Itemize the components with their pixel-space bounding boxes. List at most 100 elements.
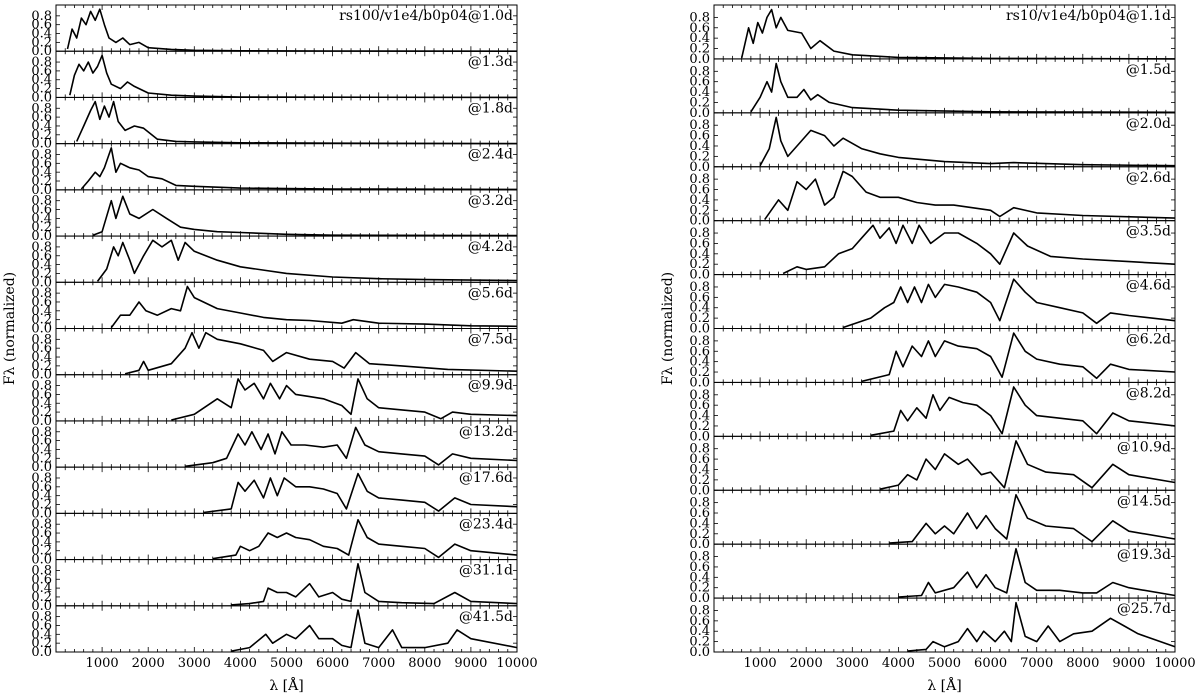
spectrum-panel: 0.00.20.40.60.8 @3.5d bbox=[689, 220, 1176, 283]
y-tick-label: 0.8 bbox=[31, 286, 52, 301]
spectrum-panel: 0.00.20.40.60.8 rs10/v1e4/b0p04@1.1d bbox=[689, 4, 1176, 67]
y-axis-title: Fλ (normalized) bbox=[2, 272, 18, 385]
y-tick-label: 0.2 bbox=[31, 174, 52, 189]
y-tick-label: 0.8 bbox=[689, 442, 710, 457]
x-axis-title: λ [Å] bbox=[269, 676, 303, 694]
spectrum-panel: 0.00.20.40.60.8 @31.1d bbox=[31, 559, 518, 614]
spectrum-line bbox=[110, 285, 518, 329]
x-tick-label: 7000 bbox=[1020, 656, 1053, 671]
epoch-label: @23.4d bbox=[459, 516, 513, 532]
y-tick-label: 0.8 bbox=[689, 550, 710, 565]
y-tick-label: 0.6 bbox=[689, 183, 710, 198]
y-tick-label: 0.4 bbox=[689, 624, 710, 639]
x-tick-label: 6000 bbox=[316, 656, 349, 671]
y-tick-label: 0.6 bbox=[31, 526, 52, 541]
y-tick-label: 0.6 bbox=[689, 236, 710, 251]
spectrum-panel: 0.00.20.40.60.8 @1.8d bbox=[31, 96, 518, 152]
y-tick-label: 0.8 bbox=[31, 332, 52, 347]
spectrum-panel: 0.00.20.40.60.8 @4.2d bbox=[31, 235, 518, 290]
spectrum-panel: 0.00.20.40.60.8 @8.2d bbox=[689, 381, 1176, 444]
y-tick-label: 0.6 bbox=[689, 21, 710, 36]
epoch-label: @41.5d bbox=[459, 609, 513, 625]
spectrum-line bbox=[92, 195, 518, 237]
x-axis-title: λ [Å] bbox=[927, 676, 961, 694]
y-tick-label: 0.8 bbox=[31, 9, 52, 24]
spectrum-line bbox=[203, 472, 518, 514]
y-tick-label: 0.4 bbox=[31, 581, 52, 596]
epoch-label: @17.6d bbox=[459, 470, 513, 486]
panel-frame bbox=[55, 328, 518, 376]
epoch-label: @8.2d bbox=[1126, 385, 1171, 401]
y-tick-label: 0.8 bbox=[31, 240, 52, 255]
y-tick-label: 0.8 bbox=[689, 172, 710, 187]
y-tick-label: 0.2 bbox=[689, 311, 710, 326]
y-tick-label: 0.2 bbox=[689, 95, 710, 110]
epoch-label: @13.2d bbox=[459, 424, 513, 440]
spectrum-line bbox=[75, 100, 518, 145]
y-tick-label: 0.0 bbox=[31, 275, 52, 290]
y-tick-label: 0.2 bbox=[31, 82, 52, 97]
panel-frame bbox=[713, 274, 1176, 330]
spectrum-line bbox=[740, 8, 1176, 60]
spectrum-line bbox=[184, 426, 518, 468]
spectrum-panel: 0.00.20.40.60.8 @2.6d bbox=[689, 166, 1176, 229]
panel-frame bbox=[55, 512, 518, 561]
left-chart-rs100: 0.00.20.40.60.8 rs100/v1e4/b0p04@1.0d0.00… bbox=[2, 4, 538, 694]
y-tick-label: 0.0 bbox=[31, 90, 52, 105]
y-tick-label: 0.8 bbox=[689, 226, 710, 241]
y-tick-label: 0.2 bbox=[689, 581, 710, 596]
y-tick-label: 0.0 bbox=[689, 591, 710, 606]
epoch-label: @25.7d bbox=[1117, 601, 1171, 617]
y-tick-label: 0.2 bbox=[689, 149, 710, 164]
y-tick-label: 0.0 bbox=[689, 429, 710, 444]
x-tick-label: 9000 bbox=[454, 656, 487, 671]
y-tick-label: 0.4 bbox=[31, 211, 52, 226]
epoch-label: @2.0d bbox=[1126, 116, 1171, 132]
spectrum-panel: 0.00.20.40.60.8 @25.7d bbox=[689, 597, 1176, 660]
y-tick-label: 0.8 bbox=[689, 280, 710, 295]
panel-frame bbox=[55, 559, 518, 607]
spectrum-line bbox=[782, 224, 1176, 275]
y-tick-label: 0.8 bbox=[689, 496, 710, 511]
x-tick-label: 4000 bbox=[882, 656, 915, 671]
y-tick-label: 0.2 bbox=[689, 42, 710, 57]
y-tick-label: 0.6 bbox=[31, 64, 52, 79]
y-tick-label: 0.4 bbox=[31, 304, 52, 319]
y-tick-label: 0.0 bbox=[689, 645, 710, 660]
y-tick-label: 0.0 bbox=[31, 137, 52, 152]
y-tick-label: 0.6 bbox=[689, 290, 710, 305]
y-tick-label: 0.8 bbox=[689, 118, 710, 133]
y-tick-label: 0.2 bbox=[689, 365, 710, 380]
y-tick-label: 0.6 bbox=[689, 75, 710, 90]
x-tick-label: 1000 bbox=[744, 656, 777, 671]
y-tick-label: 0.8 bbox=[31, 55, 52, 70]
x-tick-label: 6000 bbox=[974, 656, 1007, 671]
y-tick-label: 0.6 bbox=[689, 614, 710, 629]
epoch-label: @10.9d bbox=[1117, 439, 1171, 455]
x-tick-label: 10000 bbox=[1154, 656, 1195, 671]
x-tick-label: 3000 bbox=[178, 656, 211, 671]
y-tick-label: 0.0 bbox=[689, 214, 710, 229]
panel-frame bbox=[713, 489, 1176, 545]
y-tick-label: 0.0 bbox=[31, 229, 52, 244]
y-tick-label: 0.2 bbox=[689, 419, 710, 434]
spectrum-panel: 0.00.20.40.60.8 @5.6d bbox=[31, 281, 518, 337]
y-tick-label: 0.6 bbox=[31, 203, 52, 218]
y-tick-label: 0.4 bbox=[31, 350, 52, 365]
y-tick-label: 0.2 bbox=[31, 359, 52, 374]
epoch-label: @2.6d bbox=[1126, 170, 1171, 186]
y-tick-label: 0.8 bbox=[689, 388, 710, 403]
spectrum-line bbox=[750, 62, 1176, 114]
y-tick-label: 0.4 bbox=[689, 247, 710, 262]
spectrum-line bbox=[231, 563, 518, 606]
y-tick-label: 0.8 bbox=[31, 194, 52, 209]
y-tick-label: 0.4 bbox=[31, 27, 52, 42]
y-tick-label: 0.8 bbox=[689, 64, 710, 79]
y-tick-label: 0.4 bbox=[689, 31, 710, 46]
y-tick-label: 0.2 bbox=[689, 527, 710, 542]
y-tick-label: 0.6 bbox=[31, 480, 52, 495]
spectrum-panel: 0.00.20.40.60.8 @6.2d bbox=[689, 328, 1176, 390]
y-tick-label: 0.4 bbox=[689, 355, 710, 370]
y-tick-label: 0.4 bbox=[689, 409, 710, 424]
y-tick-label: 0.4 bbox=[31, 258, 52, 273]
